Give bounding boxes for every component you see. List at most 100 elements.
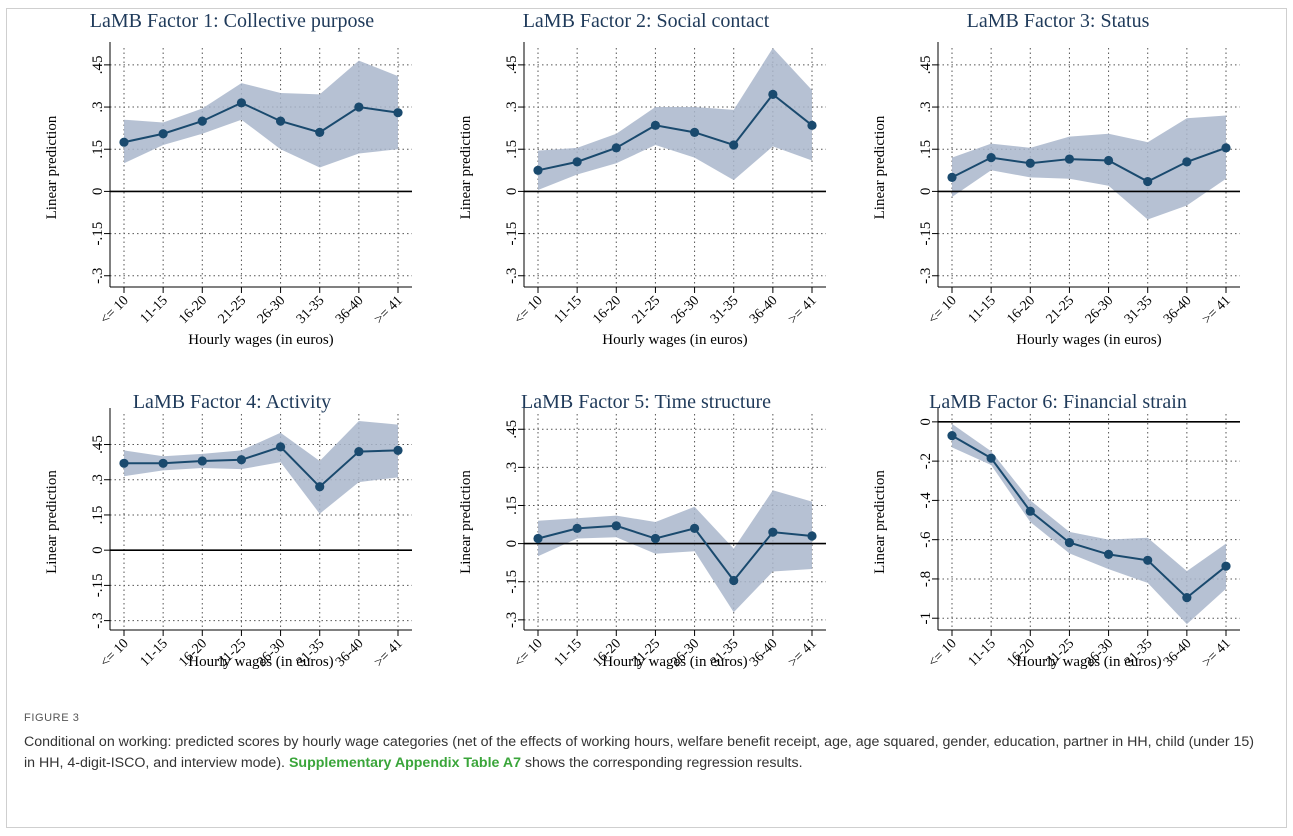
x-tick-label: 31-35 [1122,293,1156,327]
data-point [947,431,957,441]
data-point [611,143,621,153]
x-tick-label: 36-40 [747,293,781,327]
y-tick-label: .45 [504,55,520,74]
data-point [947,172,957,182]
x-tick-label: 36-40 [333,636,367,670]
y-tick-label: -.15 [504,222,520,246]
x-axis-label: Hourly wages (in euros) [1016,654,1161,670]
x-tick-label: <= 10 [926,636,960,670]
y-tick-label: -.15 [504,570,520,594]
figure-label: FIGURE 3 [24,712,80,724]
x-tick-label: >= 41 [786,293,820,327]
data-point [393,445,403,455]
y-tick-label: -1 [918,612,934,625]
y-tick-label: 0 [90,188,106,196]
x-axis-label: Hourly wages (in euros) [188,654,333,670]
confidence-band [124,60,398,168]
data-point [393,108,403,118]
data-point [1103,549,1114,560]
data-point [275,116,286,126]
y-tick-label: .3 [90,474,106,485]
y-tick-label: .15 [90,140,106,159]
confidence-band [952,115,1226,220]
chart-panel-5: LaMB Factor 5: Time structure.45 .3 .15 0 -.… [458,391,826,670]
y-tick-label: 0 [918,418,934,426]
x-tick-label: 11-15 [966,636,999,669]
series-line [951,146,1227,183]
y-tick-label: -.15 [90,222,106,246]
y-tick-label: -.15 [918,222,934,246]
data-point [197,116,207,126]
y-tick-label: -.3 [90,268,106,284]
chart-panel-3: LaMB Factor 3: Status .45 .3 .15 0 -.15 -.3 <= … [872,10,1240,348]
y-tick-label: -.3 [90,612,106,628]
data-point [315,127,325,137]
confidence-band [538,48,812,190]
chart-title: LaMB Factor 4: Activity [133,391,331,413]
x-tick-label: 21-25 [1044,293,1078,327]
series-line [537,92,813,172]
data-point [1221,143,1231,153]
data-point [986,453,996,463]
data-point [729,140,739,150]
y-tick-label: -.3 [504,612,520,628]
x-tick-label: <= 10 [98,293,132,327]
y-tick-label: 0 [504,188,520,196]
data-point [533,533,543,544]
data-point [807,531,817,541]
y-axis-label: Linear prediction [44,470,60,574]
y-tick-label: .45 [504,420,520,439]
data-point [315,482,325,492]
data-point [158,458,168,468]
data-point [611,521,621,531]
data-point [689,523,700,533]
data-point [275,442,286,452]
y-tick-label: 0 [918,188,934,196]
series-line [123,101,399,144]
y-tick-label: .3 [504,101,520,112]
y-tick-label: .15 [90,506,106,525]
data-point [1143,176,1153,187]
x-tick-label: 16-20 [176,293,210,327]
x-tick-label: <= 10 [512,293,546,327]
chart-grid: LaMB Factor 1: Collective purpose .45 .3 .1… [44,10,1240,670]
y-tick-label: -.3 [504,268,520,284]
chart-panel-1: LaMB Factor 1: Collective purpose .45 .3 .1… [44,10,412,348]
y-tick-label: -.8 [918,571,934,587]
data-point [119,137,129,147]
y-axis-label: Linear prediction [872,115,888,219]
y-tick-label: -.6 [918,531,934,548]
figure-caption: Conditional on working: predicted scores… [24,732,1264,774]
y-tick-label: .45 [918,55,934,74]
supplementary-link[interactable]: Supplementary Appendix Table A7 [288,755,521,771]
y-axis-label: Linear prediction [44,115,60,219]
y-tick-label: 0 [504,540,520,548]
y-tick-label: .15 [918,140,934,159]
x-tick-label: 11-15 [552,636,585,669]
x-tick-label: 26-30 [669,293,703,327]
confidence-band [952,423,1226,625]
x-tick-label: >= 41 [1200,636,1234,670]
x-tick-label: <= 10 [98,636,132,670]
confidence-band [124,421,398,514]
x-axis-label: Hourly wages (in euros) [1016,332,1161,348]
x-tick-label: 31-35 [294,293,328,327]
data-point [1143,555,1153,565]
data-point [354,446,364,457]
data-point [1182,593,1192,603]
x-tick-label: 36-40 [747,636,781,670]
x-axis-label: Hourly wages (in euros) [188,332,333,348]
x-tick-label: >= 41 [786,636,820,670]
data-point [1025,506,1035,516]
data-point [807,120,817,130]
x-tick-label: 26-30 [255,293,289,327]
x-axis-label: Hourly wages (in euros) [602,654,747,670]
x-tick-label: 16-20 [1004,293,1038,327]
x-tick-label: 26-30 [1083,293,1117,327]
data-point [572,157,582,167]
series-line [537,524,813,583]
y-tick-label: .3 [504,462,520,473]
data-point [986,153,996,163]
data-point [650,120,661,130]
caption-text-before: Conditional on working: predicted scores… [24,734,1255,771]
